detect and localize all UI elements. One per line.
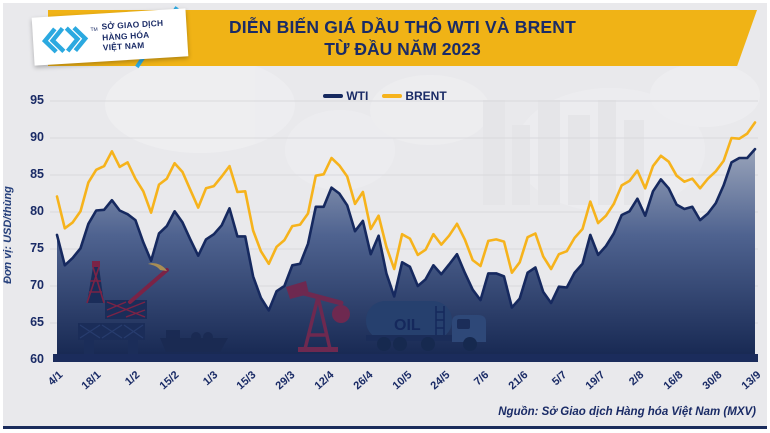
wti-line-swatch — [323, 94, 344, 98]
tanker-ship-icon — [160, 330, 228, 352]
flare-flame-icon — [148, 263, 167, 271]
y-tick-label: 85 — [30, 167, 44, 181]
source-attribution: Nguồn: Sở Giao dịch Hàng hóa Việt Nam (M… — [498, 406, 756, 418]
y-tick-label: 95 — [30, 93, 44, 107]
legend-item-wti: WTI — [323, 89, 368, 103]
silhouettes: OIL — [78, 261, 486, 354]
ladder-icon — [435, 306, 445, 338]
brent-line — [55, 121, 757, 274]
y-tick-label: 70 — [30, 278, 44, 292]
wti-line — [55, 147, 757, 312]
chart-title-line1: DIỄN BIẾN GIÁ DẦU THÔ WTI VÀ BRENT — [228, 16, 577, 37]
legend: WTI BRENT — [0, 88, 770, 104]
y-tick-label: 90 — [30, 130, 44, 144]
skyline-bars-watermark — [483, 100, 644, 205]
y-tick-label: 80 — [30, 204, 44, 218]
wti-area-fill — [57, 149, 755, 356]
oil-tank-label: OIL — [394, 317, 421, 334]
trademark-mark: TM — [90, 26, 98, 34]
logo-org-line: VIỆT NAM — [102, 40, 145, 53]
legend-label-brent: BRENT — [405, 89, 447, 103]
brent-line-swatch — [382, 94, 403, 98]
truck-cab-icon — [452, 315, 486, 342]
y-tick-label: 60 — [30, 352, 44, 366]
chart-title-line2: TỪ ĐẦU NĂM 2023 — [324, 38, 481, 59]
mxv-logo-icon — [41, 26, 89, 54]
y-tick-label: 75 — [30, 241, 44, 255]
y-tick-label: 65 — [30, 315, 44, 329]
logo-org-name: SỞ GIAO DỊCH HÀNG HÓA VIỆT NAM — [101, 17, 165, 53]
pumpjack-icon — [286, 281, 350, 352]
oil-rig-icon — [78, 261, 169, 354]
mxv-logo: TM SỞ GIAO DỊCH HÀNG HÓA VIỆT NAM — [31, 8, 189, 66]
legend-item-brent: BRENT — [382, 89, 447, 103]
legend-label-wti: WTI — [346, 89, 369, 103]
x-axis-bar — [53, 354, 758, 362]
oil-truck-icon: OIL — [366, 301, 486, 351]
